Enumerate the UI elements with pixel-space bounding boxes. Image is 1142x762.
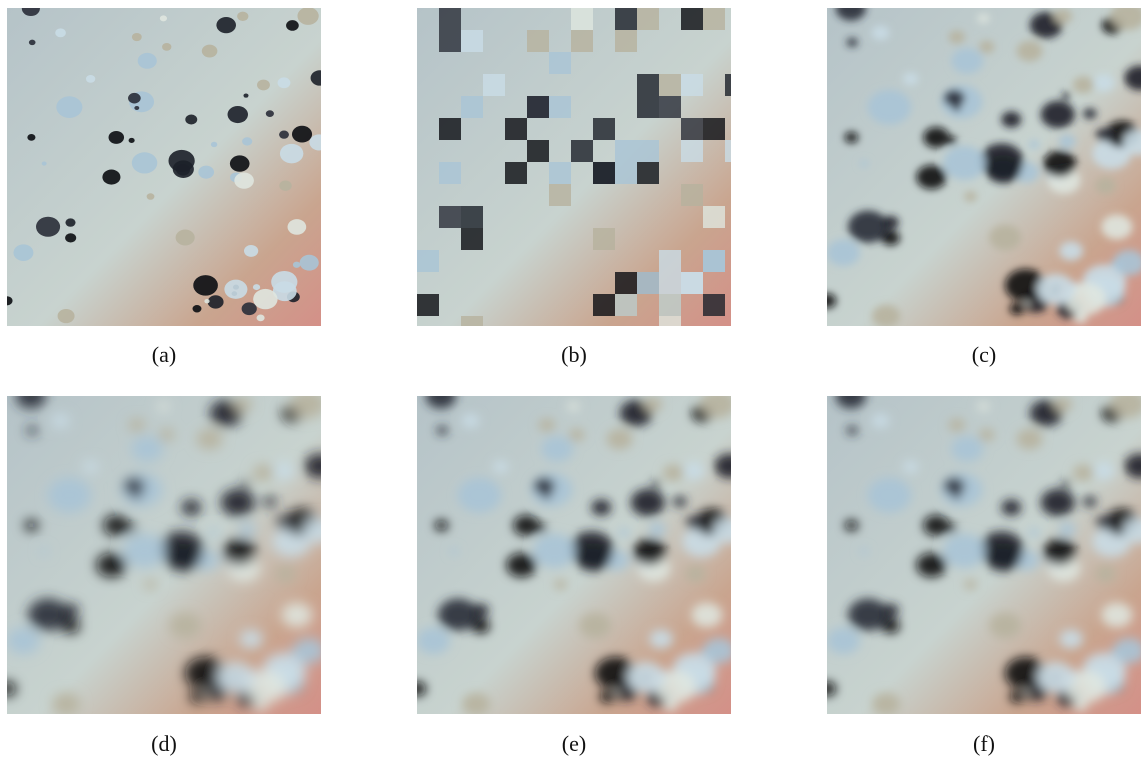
figure: (a) (b) (c) (d) (e) (f) (() => { [0,0,1142,762]
panel-label: (f) [827,731,1141,757]
image-panel [827,8,1141,326]
panel-label: (d) [7,731,321,757]
image-panel [417,396,731,714]
image-panel [7,8,321,326]
image-panel [7,396,321,714]
panel-label: (b) [417,342,731,368]
panel-label: (e) [417,731,731,757]
panel-label: (a) [7,342,321,368]
image-panel [417,8,731,326]
image-panel [827,396,1141,714]
panel-label: (c) [827,342,1141,368]
